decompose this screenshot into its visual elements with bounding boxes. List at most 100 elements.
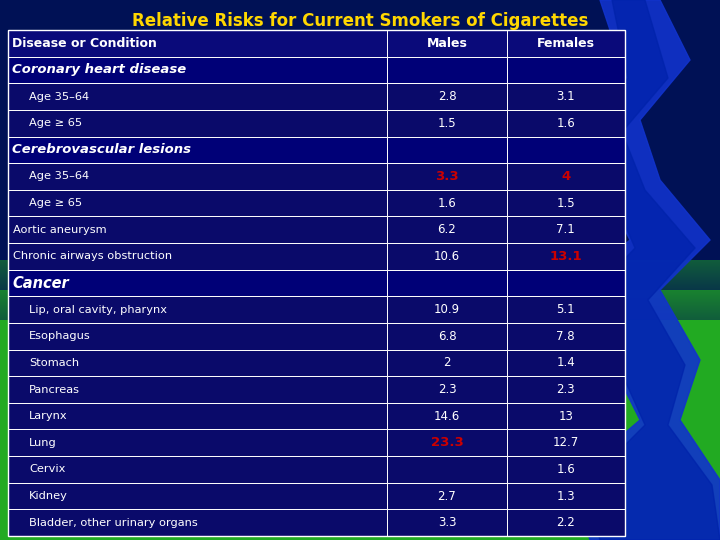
Bar <box>0 261 720 262</box>
Bar <box>387 83 507 110</box>
Bar <box>0 290 720 291</box>
Bar <box>8 57 387 83</box>
Bar <box>8 30 387 57</box>
Text: 4: 4 <box>561 170 570 183</box>
Bar <box>387 296 507 323</box>
Text: Stomach: Stomach <box>29 358 79 368</box>
Bar <box>0 302 720 303</box>
Bar <box>507 429 625 456</box>
Bar <box>8 349 387 376</box>
Text: 1.6: 1.6 <box>557 117 575 130</box>
Bar <box>0 271 720 272</box>
Text: Cancer: Cancer <box>12 275 68 291</box>
Bar <box>0 305 720 306</box>
Text: Age ≥ 65: Age ≥ 65 <box>29 198 82 208</box>
Bar <box>0 263 720 264</box>
Text: 23.3: 23.3 <box>431 436 464 449</box>
Bar <box>0 311 720 312</box>
Bar <box>507 483 625 509</box>
Text: Chronic airways obstruction: Chronic airways obstruction <box>13 251 172 261</box>
Bar <box>507 269 625 296</box>
Polygon shape <box>560 0 720 540</box>
Bar <box>387 403 507 429</box>
Text: Cervix: Cervix <box>29 464 66 475</box>
Text: 1.5: 1.5 <box>438 117 456 130</box>
Text: 14.6: 14.6 <box>434 410 460 423</box>
Bar <box>507 57 625 83</box>
Bar <box>0 279 720 280</box>
Bar <box>0 303 720 304</box>
Bar <box>0 298 720 299</box>
Text: 5.1: 5.1 <box>557 303 575 316</box>
Bar <box>507 30 625 57</box>
Bar <box>0 265 720 266</box>
Text: 10.9: 10.9 <box>434 303 460 316</box>
Bar <box>8 509 387 536</box>
Text: Lip, oral cavity, pharynx: Lip, oral cavity, pharynx <box>29 305 167 315</box>
Bar <box>387 269 507 296</box>
Text: 1.3: 1.3 <box>557 490 575 503</box>
Text: 3.3: 3.3 <box>435 170 459 183</box>
Bar <box>0 272 720 273</box>
Bar <box>507 83 625 110</box>
Bar <box>0 308 720 309</box>
Bar <box>507 403 625 429</box>
Bar <box>0 297 720 298</box>
Bar <box>0 292 720 293</box>
Text: Age 35–64: Age 35–64 <box>29 172 89 181</box>
Bar <box>0 316 720 317</box>
Bar <box>0 288 720 289</box>
Bar <box>507 217 625 243</box>
Text: Coronary heart disease: Coronary heart disease <box>12 63 186 77</box>
Text: Cerebrovascular lesions: Cerebrovascular lesions <box>12 143 191 157</box>
Bar <box>0 266 720 267</box>
Bar <box>507 190 625 217</box>
Bar <box>0 291 720 292</box>
Bar <box>0 262 720 263</box>
Bar <box>8 456 387 483</box>
Bar <box>0 283 720 284</box>
Bar <box>507 243 625 269</box>
Bar <box>507 110 625 137</box>
Text: 6.2: 6.2 <box>438 223 456 236</box>
Bar <box>387 243 507 269</box>
Bar <box>0 301 720 302</box>
Text: Bladder, other urinary organs: Bladder, other urinary organs <box>29 518 198 528</box>
Text: Disease or Condition: Disease or Condition <box>12 37 157 50</box>
Bar <box>0 282 720 283</box>
Bar <box>387 376 507 403</box>
Text: 2.8: 2.8 <box>438 90 456 103</box>
Bar <box>0 313 720 314</box>
Bar <box>387 217 507 243</box>
Text: 12.7: 12.7 <box>553 436 579 449</box>
Bar <box>387 163 507 190</box>
Text: Males: Males <box>426 37 467 50</box>
Text: Age ≥ 65: Age ≥ 65 <box>29 118 82 128</box>
Bar <box>387 349 507 376</box>
Bar <box>0 275 720 276</box>
Bar <box>0 0 720 290</box>
Bar <box>0 299 720 300</box>
Bar <box>0 306 720 307</box>
Text: 1.4: 1.4 <box>557 356 575 369</box>
Bar <box>8 376 387 403</box>
Bar <box>0 278 720 279</box>
Bar <box>8 83 387 110</box>
Bar <box>8 296 387 323</box>
Text: Relative Risks for Current Smokers of Cigarettes: Relative Risks for Current Smokers of Ci… <box>132 12 588 30</box>
Bar <box>8 190 387 217</box>
Text: 3.1: 3.1 <box>557 90 575 103</box>
Text: Larynx: Larynx <box>29 411 68 421</box>
Bar <box>0 310 720 311</box>
Bar <box>0 284 720 285</box>
Text: 6.8: 6.8 <box>438 330 456 343</box>
Bar <box>507 323 625 349</box>
Bar <box>8 323 387 349</box>
Bar <box>0 277 720 278</box>
Bar <box>387 190 507 217</box>
Text: Females: Females <box>537 37 595 50</box>
Bar <box>0 318 720 319</box>
Bar <box>0 281 720 282</box>
Bar <box>507 509 625 536</box>
Bar <box>387 429 507 456</box>
